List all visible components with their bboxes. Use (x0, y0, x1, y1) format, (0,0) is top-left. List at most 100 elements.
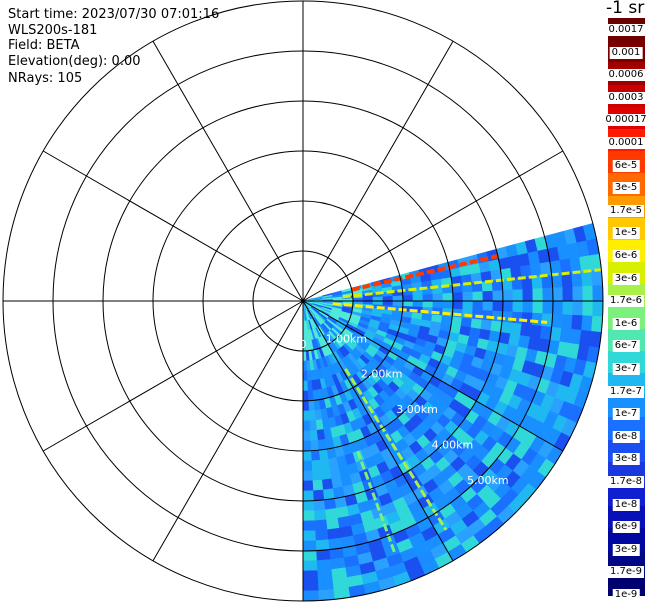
instrument-id: WLS200s-181 (8, 23, 98, 38)
echo-streak (351, 254, 499, 292)
radar-scan-sector (302, 223, 604, 602)
colorbar-tick-label: 1.7e-8 (607, 476, 645, 488)
colorbar-tick-label: 1e-6 (612, 317, 640, 330)
scan-cell (402, 294, 414, 302)
scan-cell (522, 288, 534, 302)
scan-cell (327, 457, 339, 470)
scan-cell (311, 459, 322, 472)
scan-cell (315, 539, 330, 551)
scan-cell (392, 295, 404, 302)
scan-cell (307, 390, 314, 402)
echo-streak (344, 368, 448, 531)
scan-cell (320, 468, 332, 481)
scan-cell (529, 324, 542, 339)
scan-cell (422, 293, 434, 302)
scan-cell (302, 490, 314, 502)
scan-cell (329, 466, 341, 480)
scan-cell (542, 287, 554, 302)
scan-cell (531, 312, 543, 327)
scan-cell (492, 290, 504, 302)
scan-cell (591, 269, 603, 287)
scan-cell (315, 419, 324, 431)
scan-cell (302, 580, 319, 592)
scan-cell (382, 296, 394, 302)
azimuth-spoke (302, 300, 564, 452)
colorbar-tick-label: 0.001 (609, 46, 643, 59)
scan-cell (313, 509, 327, 521)
scan-cell (572, 286, 584, 302)
scan-cell (317, 589, 335, 601)
colorbar-tick-label: 3e-6 (612, 272, 640, 285)
scan-cell (302, 420, 311, 432)
colorbar-tick-label: 3e-5 (612, 182, 640, 195)
scan-cell (313, 499, 326, 511)
scan-cell (522, 300, 534, 314)
echo-streak (342, 268, 602, 299)
field-name: Field: BETA (8, 38, 80, 53)
scan-cell (302, 380, 308, 392)
range-labels: 0 1.00km 2.00km 3.00km 4.00km 5.00km (300, 332, 509, 486)
colorbar-tick-label: 1.7e-5 (607, 204, 645, 217)
colorbar-tick-label: 1e-5 (612, 227, 640, 240)
scan-cell (592, 285, 604, 302)
scan-cell (324, 508, 338, 521)
scan-cell (520, 323, 533, 338)
scan-cell (309, 430, 318, 442)
azimuth-spoke (152, 40, 304, 302)
colorbar-tick-label: 1e-7 (612, 408, 640, 421)
scan-cell (551, 313, 563, 329)
scan-cell (302, 470, 313, 482)
scan-cell (591, 315, 603, 333)
scan-cell (480, 319, 493, 332)
colorbar-tick-label: 6e-5 (612, 159, 640, 172)
scan-cell (302, 510, 315, 522)
scan-cell (532, 288, 544, 302)
range-label: 2.00km (361, 368, 403, 381)
scan-cell (581, 315, 593, 332)
scan-cell (392, 300, 404, 307)
colorbar-tick-label: 0.0003 (606, 91, 646, 104)
range-label: 4.00km (432, 438, 474, 451)
colorbar-tick-label: 0.0017 (606, 24, 646, 36)
scan-cell (462, 300, 474, 311)
scan-cell (317, 579, 334, 591)
scan-cell (452, 300, 464, 310)
scan-cell (302, 430, 311, 442)
scan-cell (470, 318, 483, 330)
colorbar-tick-label: 0.0001 (606, 137, 646, 149)
echo-streak (356, 450, 397, 556)
scan-cell (402, 300, 414, 308)
colorbar-title: -1 sr (606, 0, 645, 18)
scan-cell (315, 549, 331, 561)
scan-cell (316, 559, 332, 571)
scan-cell (452, 292, 464, 302)
scan-cell (582, 300, 594, 317)
colorbar-tick-label: 6e-7 (612, 340, 640, 353)
range-label: 5.00km (467, 474, 509, 487)
scan-cell (472, 300, 484, 311)
scan-cell (502, 289, 514, 302)
azimuth-spoke (302, 150, 564, 302)
scan-cell (302, 590, 319, 602)
scan-cell (442, 300, 454, 310)
scan-cell (502, 300, 514, 313)
scan-cell (552, 287, 564, 302)
azimuth-spoke (42, 300, 304, 452)
scan-cell (307, 400, 315, 412)
azimuth-spoke (42, 150, 304, 302)
scan-cell (302, 570, 318, 582)
scan-cell (541, 313, 553, 328)
colorbar-tick-label: 1.7e-7 (607, 385, 645, 398)
scan-cell (581, 270, 593, 287)
colorbar-tick-label: 3e-9 (612, 543, 640, 556)
range-label: 3.00km (396, 403, 438, 416)
start-time: Start time: 2023/07/30 07:01:16 (8, 7, 220, 22)
nrays-readout: NRays: 105 (8, 71, 83, 86)
scan-cell (306, 370, 312, 382)
scan-cell (302, 390, 309, 402)
range-label: 0 (300, 338, 307, 351)
scan-cell (572, 300, 584, 316)
colorbar-tick-label: 1e-9 (612, 589, 640, 601)
scan-cell (302, 370, 308, 382)
scan-cell (326, 527, 341, 540)
